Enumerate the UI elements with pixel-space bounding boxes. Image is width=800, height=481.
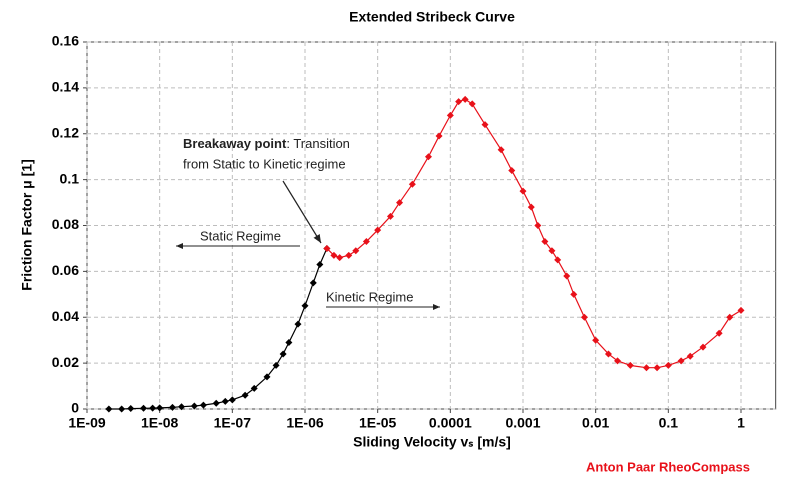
series-line <box>326 98 742 369</box>
data-point <box>241 391 249 399</box>
y-tick-label: 0.14 <box>52 79 79 95</box>
data-point <box>653 364 661 372</box>
y-tick-label: 0.08 <box>52 216 79 232</box>
data-point <box>149 404 157 412</box>
x-tick-label: 0.0001 <box>429 415 472 431</box>
data-point <box>481 121 489 129</box>
data-point <box>699 343 707 351</box>
data-point <box>642 364 650 372</box>
data-point <box>199 401 207 409</box>
data-point <box>178 403 186 411</box>
data-point <box>626 361 634 369</box>
data-point <box>228 396 236 404</box>
data-point <box>519 187 527 195</box>
x-tick-label: 0.1 <box>659 415 679 431</box>
x-tick-label: 1E-06 <box>286 415 324 431</box>
data-point <box>534 222 542 229</box>
data-point <box>664 361 672 369</box>
data-point <box>455 98 463 106</box>
data-point <box>362 238 370 246</box>
data-point <box>272 361 280 369</box>
annotation: Static Regime <box>200 228 281 243</box>
x-tick-label: 1E-05 <box>359 415 397 431</box>
y-axis-label: Friction Factor μ [1] <box>19 159 35 290</box>
data-point <box>677 357 685 365</box>
data-point <box>190 402 198 410</box>
data-point <box>396 199 404 207</box>
data-point <box>309 279 317 287</box>
data-point <box>726 313 734 321</box>
y-tick-label: 0.04 <box>52 308 79 324</box>
data-point <box>548 247 556 255</box>
data-point <box>737 306 745 314</box>
data-point <box>580 313 588 321</box>
x-tick-label: 0.001 <box>505 415 540 431</box>
x-tick-label: 0.01 <box>582 415 609 431</box>
data-point <box>345 251 353 259</box>
series-line <box>108 248 328 410</box>
data-point <box>508 166 516 174</box>
data-point <box>614 357 622 365</box>
annotation-arrow <box>282 180 322 244</box>
x-tick-label: 1E-09 <box>68 415 106 431</box>
source: Anton Paar RheoCompass <box>586 459 750 474</box>
data-point <box>527 203 535 211</box>
y-tick-label: 0.06 <box>52 262 79 278</box>
data-point <box>461 95 469 103</box>
data-point <box>294 320 302 328</box>
data-point <box>570 290 578 298</box>
data-point <box>592 336 600 344</box>
chart-title: Extended Stribeck Curve <box>349 9 515 25</box>
data-point <box>221 397 229 405</box>
data-point <box>468 100 476 108</box>
annotation-text: : Transition <box>286 136 350 151</box>
annotation: from Static to Kinetic regime <box>183 156 346 171</box>
x-tick-label: 1E-07 <box>214 415 252 431</box>
data-point <box>156 404 164 412</box>
plot-area: 0 0.02 0.04 0.06 0.08 0.1 0.12 0.14 0.16 1E-09 1E-… <box>52 33 777 431</box>
data-point <box>301 302 309 310</box>
data-point <box>279 350 287 358</box>
data-point <box>323 244 331 252</box>
data-point <box>374 226 382 234</box>
x-tick-label: 1 <box>737 415 745 431</box>
y-tick-label: 0 <box>71 400 79 416</box>
data-point <box>336 254 344 262</box>
y-tick-label: 0.02 <box>52 354 79 370</box>
data-point <box>435 132 443 140</box>
data-point <box>715 329 723 337</box>
annotation-bold: Breakaway point <box>183 136 287 151</box>
x-axis-label: Sliding Velocity vₛ [m/s] <box>353 434 511 450</box>
y-tick-label: 0.12 <box>52 124 79 140</box>
data-point <box>554 256 562 264</box>
data-point <box>140 404 148 412</box>
data-point <box>386 212 394 220</box>
data-point <box>168 403 176 411</box>
data-point <box>541 238 549 246</box>
data-point <box>250 384 258 392</box>
data-point <box>497 146 505 154</box>
data-point <box>424 153 432 161</box>
data-point <box>105 405 113 413</box>
annotation: Kinetic Regime <box>326 289 413 304</box>
annotation: Breakaway point: Transition <box>183 136 350 151</box>
data-point <box>118 405 126 413</box>
data-point <box>686 352 694 360</box>
data-point <box>212 399 220 407</box>
data-point <box>127 405 135 413</box>
y-tick-label: 0.16 <box>52 33 79 49</box>
data-point <box>263 373 271 381</box>
data-point <box>604 350 612 358</box>
data-point <box>330 251 338 259</box>
data-point <box>285 338 293 346</box>
data-point <box>408 180 416 188</box>
data-point <box>352 247 360 255</box>
data-point <box>446 111 454 119</box>
data-point <box>563 272 571 280</box>
y-tick-label: 0.1 <box>60 170 80 186</box>
x-tick-label: 1E-08 <box>141 415 179 431</box>
data-point <box>316 260 324 268</box>
